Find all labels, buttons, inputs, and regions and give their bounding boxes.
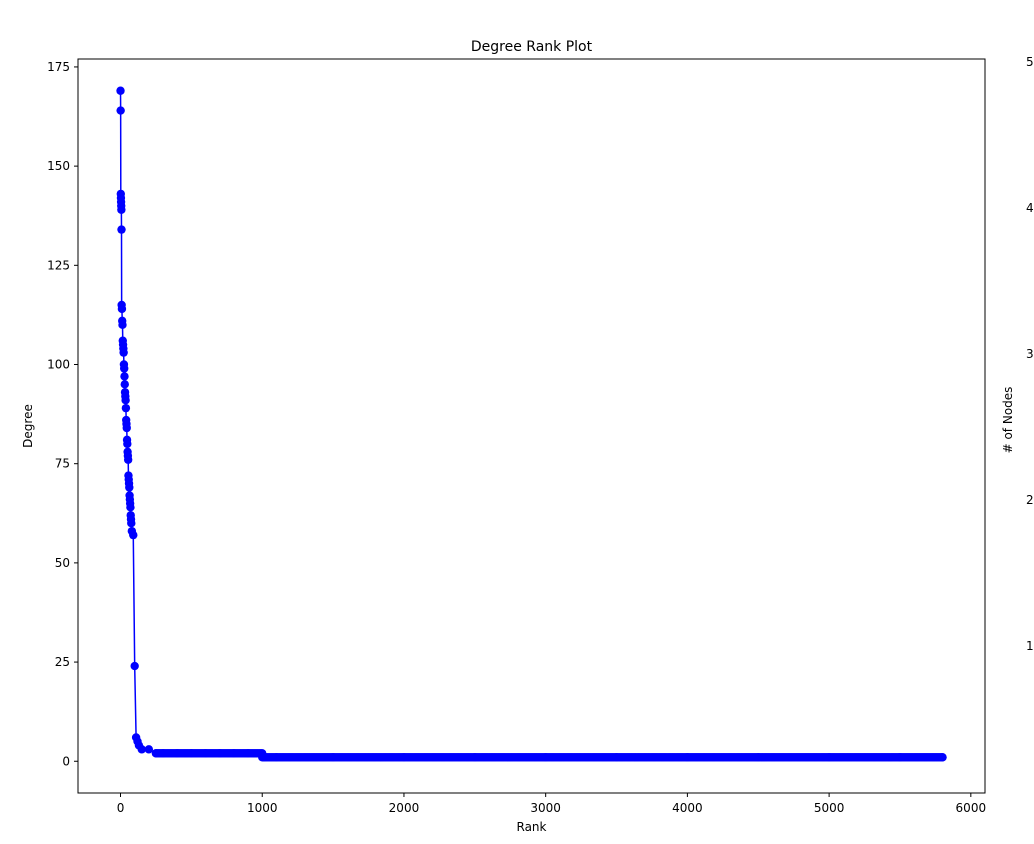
y-tick-label: 125	[47, 258, 70, 272]
data-point	[126, 503, 135, 512]
histogram-y-tick-label: 5	[1026, 55, 1034, 69]
x-tick-label: 0	[117, 801, 125, 815]
chart-title: Degree Rank Plot	[471, 39, 593, 55]
histogram-y-tick-label: 2	[1026, 493, 1034, 507]
data-point	[938, 753, 947, 762]
data-point	[123, 439, 132, 449]
plot-frame	[77, 58, 986, 794]
data-point	[137, 745, 146, 754]
x-tick-label: 1000	[247, 801, 278, 815]
x-tick-label: 6000	[956, 801, 987, 815]
data-point	[120, 372, 129, 381]
y-tick-label: 50	[55, 556, 70, 570]
data-point	[122, 423, 131, 433]
x-tick-label: 2000	[389, 801, 420, 815]
histogram-y-axis-label: # of Nodes	[1001, 387, 1015, 454]
series-line	[119, 90, 943, 759]
histogram-y-tick-label: 4	[1026, 201, 1034, 215]
histogram-y-tick-label: 1	[1026, 639, 1034, 653]
x-tick-label: 4000	[672, 801, 703, 815]
y-tick-label: 175	[47, 60, 70, 74]
x-axis-label: Rank	[517, 820, 547, 834]
x-axis-ticks: 0 1000 2000 3000 4000 5000 6000	[117, 793, 986, 815]
data-point	[125, 483, 134, 492]
data-point	[120, 364, 129, 373]
data-point	[117, 225, 126, 234]
y-tick-label: 25	[55, 655, 70, 669]
y-axis-label: Degree	[21, 404, 35, 448]
y-tick-label: 0	[62, 754, 70, 768]
data-point	[123, 455, 133, 464]
data-point	[119, 348, 128, 357]
data-point	[118, 320, 127, 330]
data-point	[121, 403, 131, 413]
data-point	[116, 86, 125, 95]
histogram-panel-partial: # of Nodes 5 4 3 2 1	[1001, 55, 1034, 653]
data-point	[130, 661, 139, 671]
data-point	[127, 519, 136, 528]
data-point	[121, 396, 130, 405]
histogram-y-tick-label: 3	[1026, 347, 1034, 361]
data-point	[257, 749, 266, 758]
y-tick-label: 75	[55, 457, 70, 471]
data-point	[117, 205, 126, 214]
data-point	[144, 745, 154, 754]
data-point	[120, 380, 129, 389]
x-tick-label: 3000	[530, 801, 561, 815]
degree-series	[116, 86, 947, 762]
data-point	[117, 304, 127, 314]
y-tick-label: 150	[47, 159, 70, 173]
histogram-y-ticks: 5 4 3 2 1	[1026, 55, 1034, 653]
y-axis-ticks: 0 25 50 75 100 125 150 175	[47, 60, 78, 768]
x-tick-label: 5000	[814, 801, 845, 815]
y-tick-label: 100	[47, 358, 70, 372]
data-point	[129, 530, 138, 540]
data-point	[116, 106, 125, 115]
